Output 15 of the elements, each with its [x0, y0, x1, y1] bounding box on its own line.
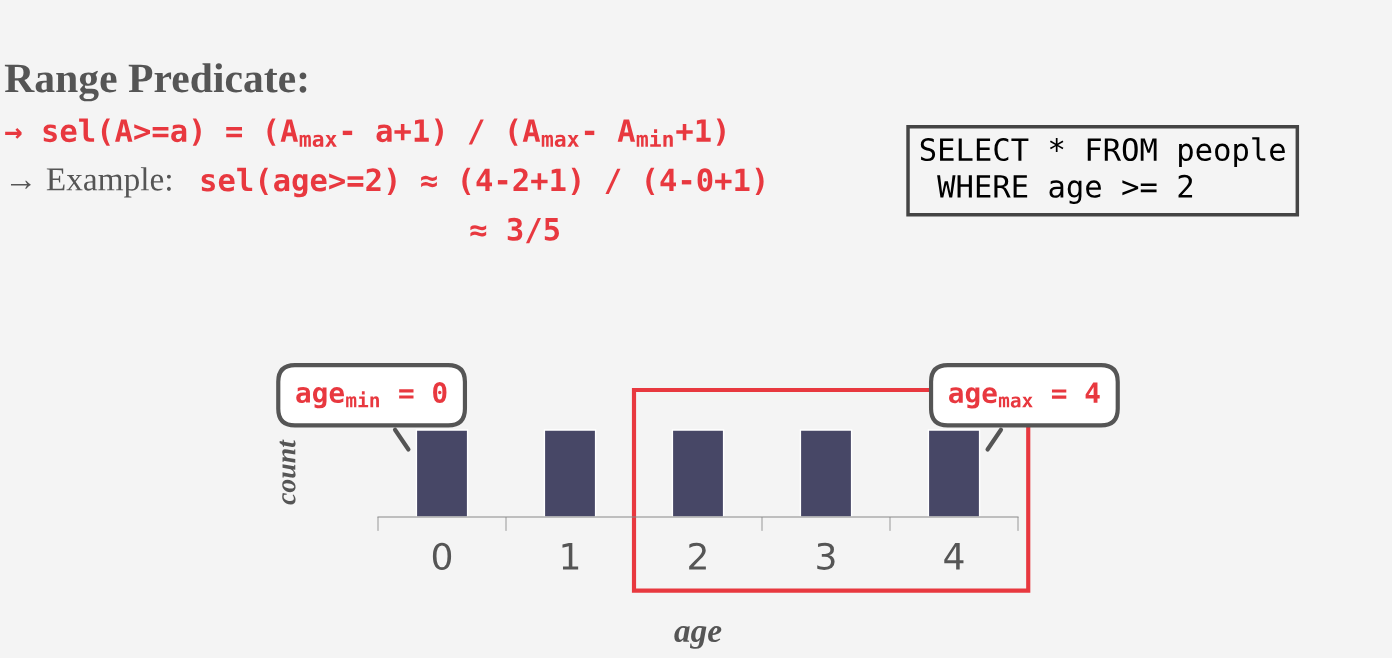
text: sel(age>=2) ≈ (4-2+1) / (4-0+1) — [201, 167, 764, 198]
x-tick-label: 0 — [432, 542, 452, 570]
annotation: age$_{max}$ = 4 — [949, 382, 1100, 409]
text: SELECT * FROM people WHERE age >= 2 — [920, 137, 1285, 204]
x-tick-label: 3 — [817, 542, 835, 570]
x-tick-label: 2 — [689, 542, 706, 570]
text: → sel(A>=a) = (A$_{max}$- a+1) / (A$_{max}$- A$_{min}$+1) — [5, 118, 725, 148]
text: → Example: — [10, 167, 171, 198]
x-tick-label: 4 — [944, 543, 964, 570]
x-axis-title: age — [674, 626, 722, 649]
x-tick-label: 1 — [562, 543, 579, 570]
chart-title: Range Predicate: — [4, 63, 307, 102]
text: ≈ 3/5 — [470, 217, 560, 244]
annotation: age$_{min}$ = 0 — [296, 381, 447, 409]
y-axis-title: count — [279, 439, 296, 505]
